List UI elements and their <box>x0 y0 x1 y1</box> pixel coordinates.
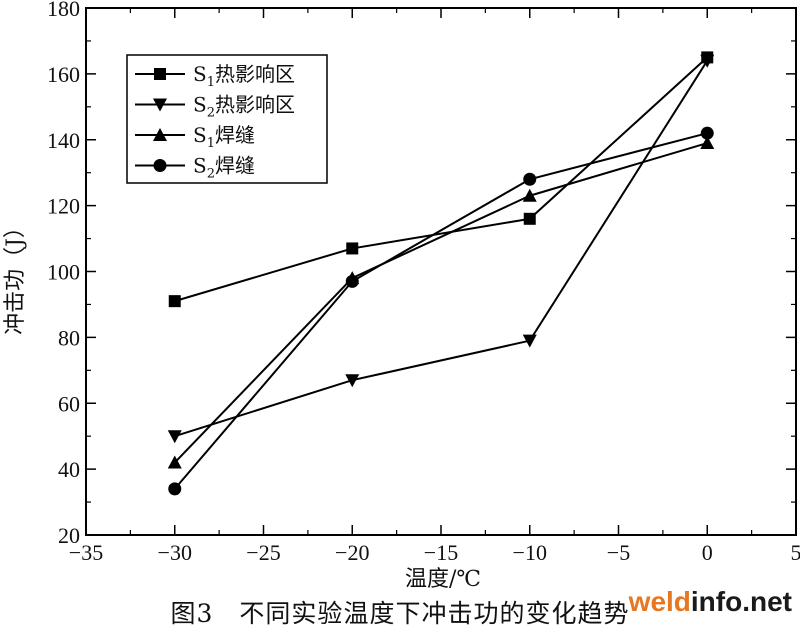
y-axis-ticks: 20 40 60 80 100 120 140 160 180 <box>47 0 796 548</box>
watermark-part-2: info.net <box>690 586 792 617</box>
watermark-part-1: weld <box>628 586 691 617</box>
series-3-line <box>174 142 708 464</box>
y-tick-label: 40 <box>58 457 80 482</box>
y-tick-label: 100 <box>47 260 80 285</box>
chart: −35 −30 −25 −20 −15 −10 −5 0 5 20 40 60 80 100 120 140… <box>3 0 800 590</box>
legend-marker <box>153 159 167 172</box>
watermark-logo: weldinfo.net <box>629 586 792 618</box>
legend-item-4: S2焊缝 <box>135 154 255 182</box>
x-tick-label: −10 <box>513 540 547 565</box>
y-tick-label: 140 <box>47 128 80 153</box>
y-tick-label: 20 <box>58 523 80 548</box>
x-tick-label: −20 <box>335 540 369 565</box>
legend-label: S2热影响区 <box>193 93 295 121</box>
series-2-point <box>700 54 715 68</box>
legend-label: S1热影响区 <box>193 62 295 90</box>
x-axis-ticks: −35 −30 −25 −20 −15 −10 −5 0 5 <box>69 8 800 565</box>
figure-caption: 图3 不同实验温度下冲击功的变化趋势 <box>170 599 630 628</box>
series-3-point <box>167 455 182 469</box>
series-1-line <box>174 56 708 303</box>
x-tick-label: 0 <box>702 540 713 565</box>
legend-marker <box>153 128 167 141</box>
x-tick-label: −30 <box>158 540 192 565</box>
series-1-point <box>523 212 536 225</box>
series-layer <box>167 51 715 496</box>
series-3-point <box>700 136 715 150</box>
series-4-point <box>700 126 714 140</box>
series-3-point <box>522 188 537 202</box>
y-tick-label: 180 <box>47 0 80 21</box>
x-axis-title: 温度/℃ <box>405 567 481 590</box>
legend-label: S2焊缝 <box>193 154 255 182</box>
y-tick-label: 60 <box>58 391 80 416</box>
y-tick-label: 160 <box>47 62 80 87</box>
series-4-point <box>168 482 182 496</box>
x-tick-label: −15 <box>424 540 458 565</box>
x-tick-label: −35 <box>69 540 103 565</box>
series-2-point <box>522 334 537 348</box>
series-2-line <box>174 60 709 438</box>
legend-marker <box>153 98 167 112</box>
series-4-line <box>173 132 708 490</box>
y-axis-title: 冲击功（J） <box>3 216 28 335</box>
x-tick-label: 5 <box>791 540 800 565</box>
series-4-point <box>523 172 537 186</box>
y-tick-label: 120 <box>47 194 80 219</box>
series-2-point <box>345 374 360 388</box>
legend-item-3: S1焊缝 <box>135 123 255 151</box>
series-4-point <box>345 274 359 288</box>
legend-item-2: S2热影响区 <box>135 93 295 121</box>
legend-item-1: S1热影响区 <box>135 62 295 90</box>
series-1 <box>168 51 714 308</box>
series-4 <box>168 126 714 496</box>
x-tick-label: −25 <box>246 540 280 565</box>
legend-marker <box>154 68 166 80</box>
series-2-point <box>167 430 182 444</box>
y-tick-label: 80 <box>58 325 80 350</box>
legend-label: S1焊缝 <box>193 123 255 151</box>
series-1-point <box>346 242 359 255</box>
series-1-point <box>168 295 181 308</box>
x-tick-label: −5 <box>607 540 630 565</box>
series-2 <box>167 54 715 444</box>
series-3 <box>167 136 715 469</box>
